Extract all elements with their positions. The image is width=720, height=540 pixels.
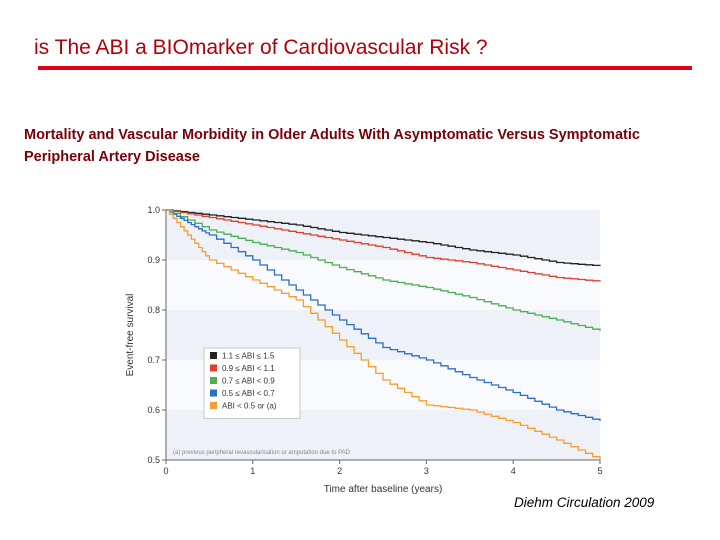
citation: Diehm Circulation 2009 (514, 495, 655, 510)
series-line-2 (166, 209, 601, 282)
x-tick-label: 2 (337, 466, 342, 476)
x-tick-label: 0 (163, 466, 168, 476)
x-ticks: 0 1 2 3 4 5 (163, 460, 603, 476)
title-underline (38, 66, 692, 70)
y-tick-label: 0.7 (147, 355, 160, 365)
plot-band (166, 260, 600, 310)
series-line-3 (166, 209, 601, 331)
legend-label: 1.1 ≤ ABI ≤ 1.5 (222, 352, 275, 361)
y-axis-title: Event-free survival (125, 294, 136, 377)
y-tick-label: 0.9 (147, 255, 160, 265)
legend-label: 0.5 ≤ ABI < 0.7 (222, 389, 275, 398)
slide-title: is The ABI a BIOmarker of Cardiovascular… (34, 36, 488, 59)
legend-label: ABI < 0.5 or (a) (222, 402, 277, 411)
x-tick-label: 3 (424, 466, 429, 476)
y-tick-label: 0.6 (147, 405, 160, 415)
x-tick-label: 5 (597, 466, 602, 476)
x-tick-label: 1 (250, 466, 255, 476)
y-tick-label: 1.0 (147, 205, 160, 215)
slide-subtitle: Mortality and Vascular Morbidity in Olde… (24, 127, 640, 165)
survival-chart: 0.5 0.6 0.7 0.8 0.9 1.0 0 1 2 3 4 5 Event-free sur… (125, 205, 603, 495)
legend-swatch (210, 389, 217, 397)
x-tick-label: 4 (511, 466, 516, 476)
x-axis-title: Time after baseline (years) (324, 484, 443, 495)
y-tick-label: 0.8 (147, 305, 160, 315)
y-tick-label: 0.5 (147, 455, 160, 465)
legend-swatch (210, 352, 217, 359)
legend-label: 0.7 ≤ ABI < 0.9 (222, 377, 275, 386)
series-line-5 (166, 209, 601, 460)
legend-box (203, 347, 301, 419)
series-lines (166, 209, 601, 460)
chart-legend: 1.1 ≤ ABI ≤ 1.5 0.9 ≤ ABI < 1.1 0.7 ≤ ABI … (203, 347, 301, 419)
chart-footnote: (a) previous peripheral revascularisatio… (173, 450, 351, 456)
plot-area (165, 210, 600, 461)
legend-swatch (210, 402, 217, 409)
y-ticks: 0.5 0.6 0.7 0.8 0.9 1.0 (147, 205, 166, 465)
series-line-4 (166, 209, 601, 421)
series-line-1 (166, 209, 601, 267)
legend-label: 0.9 ≤ ABI < 1.1 (222, 364, 275, 373)
legend-swatch (210, 377, 217, 384)
legend-swatch (210, 364, 217, 372)
